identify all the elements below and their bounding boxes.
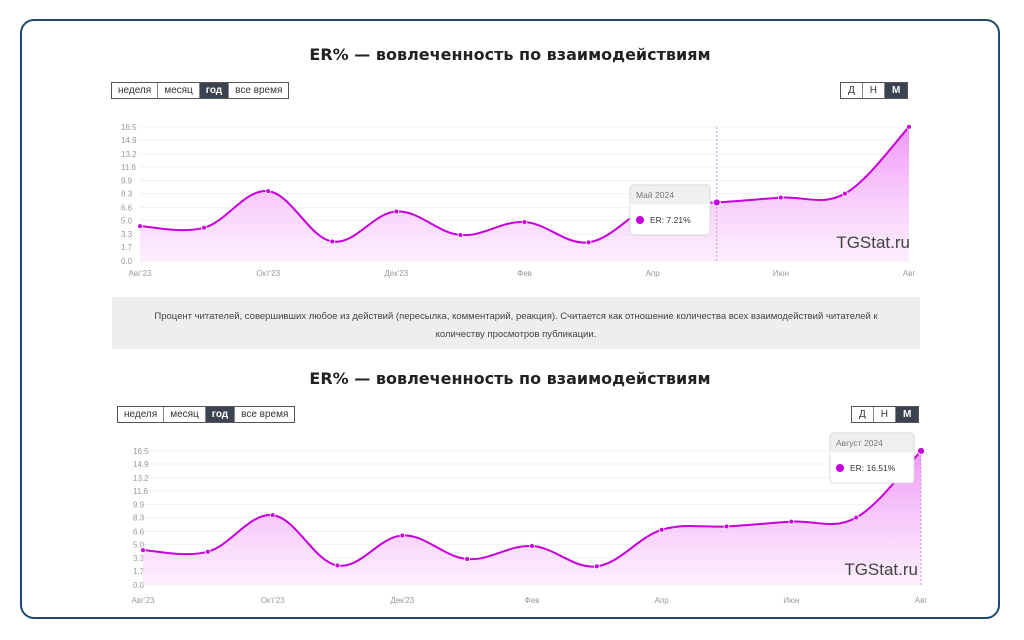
scale-toggle: Д Н М: [840, 82, 909, 99]
period-month-button[interactable]: месяц: [158, 83, 200, 98]
y-tick-label: 8.3: [133, 514, 145, 523]
series-area: [143, 450, 921, 585]
data-point: [916, 446, 926, 456]
y-tick-label: 13.2: [121, 150, 137, 159]
tooltip-header: [630, 185, 710, 205]
y-tick-label: 11.6: [121, 163, 137, 172]
data-point: [329, 238, 336, 245]
x-tick-label: Окт'23: [261, 596, 285, 605]
x-tick-label: Июн: [773, 269, 789, 278]
data-point: [265, 188, 271, 194]
er-chart-bottom[interactable]: 0.0 1.7 3.3 5.0 6.6 8.3 9.9 11.6 13.2 14.9 16.5 Авг…: [22, 21, 998, 617]
y-tick-label: 0.0: [133, 581, 145, 590]
tooltip-header: [830, 433, 914, 453]
period-week-button[interactable]: неделя: [112, 83, 159, 98]
tooltip: Май 2024 ER: 7.21%: [629, 184, 711, 236]
tooltip-series-dot: [636, 216, 644, 224]
tooltip-value: ER: 7.21%: [650, 215, 691, 225]
y-tick-label: 16.5: [133, 447, 149, 456]
data-point: [334, 562, 341, 569]
period-year-button[interactable]: год: [199, 83, 230, 98]
data-point: [594, 563, 600, 570]
y-tick-label: 11.6: [133, 487, 149, 496]
data-point: [853, 514, 859, 521]
scale-month-button[interactable]: М: [896, 407, 919, 422]
period-alltime-button[interactable]: все время: [229, 83, 289, 98]
page-title-bottom: ER% — вовлеченность по взаимодействиям: [309, 369, 711, 388]
y-tick-label: 1.7: [133, 567, 145, 576]
y-tick-label: 5.0: [133, 540, 145, 549]
data-point: [137, 223, 143, 229]
data-point: [778, 194, 784, 201]
x-tick-label: Фев: [525, 596, 540, 605]
period-week-button[interactable]: неделя: [118, 407, 165, 422]
data-point: [906, 124, 912, 130]
y-tick-label: 1.7: [121, 243, 133, 252]
y-tick-label: 3.3: [121, 230, 133, 239]
data-point: [788, 518, 795, 525]
watermark-text: TGStat.ru: [836, 233, 910, 252]
x-tick-label: Апр: [655, 596, 670, 605]
tooltip-title: Май 2024: [636, 190, 674, 200]
x-tick-label: Фев: [517, 269, 532, 278]
y-tick-label: 14.9: [121, 136, 137, 145]
data-point: [723, 523, 730, 530]
x-tick-label: Авг'23: [129, 269, 152, 278]
scale-week-button[interactable]: Н: [862, 83, 886, 98]
x-tick-label: Апр: [646, 269, 661, 278]
tooltip-title: Август 2024: [836, 438, 883, 448]
y-tick-label: 9.9: [133, 501, 145, 510]
data-point: [399, 532, 406, 539]
scale-week-button[interactable]: Н: [873, 407, 897, 422]
x-tick-label: Дек'23: [390, 596, 414, 605]
data-point: [529, 543, 535, 549]
er-chart-top[interactable]: 0.0 1.7 3.3 5.0 6.6 8.3 9.9 11.6 13.2 14.9 16.5 Авг…: [22, 21, 998, 291]
y-tick-label: 13.2: [133, 474, 149, 483]
tooltip: Август 2024 ER: 16.51%: [829, 432, 915, 484]
chart-description: Процент читателей, совершивших любое из …: [112, 297, 920, 349]
period-toggle: неделя месяц год все время: [111, 82, 290, 99]
tooltip-value: ER: 16.51%: [850, 463, 896, 473]
data-point: [201, 224, 207, 231]
data-point: [269, 512, 276, 518]
scale-day-button[interactable]: Д: [841, 83, 863, 98]
y-tick-label: 8.3: [121, 190, 133, 199]
data-point: [140, 547, 146, 553]
data-point: [205, 548, 211, 555]
tooltip-series-dot: [836, 464, 844, 472]
data-point: [842, 190, 848, 197]
data-point: [393, 208, 400, 215]
period-month-button[interactable]: месяц: [164, 407, 206, 422]
watermark-text: TGStat.ru: [844, 560, 918, 579]
scale-month-button[interactable]: М: [885, 83, 908, 98]
scale-toggle-bottom: Д Н М: [851, 406, 920, 423]
x-tick-label: Окт'23: [256, 269, 280, 278]
y-tick-label: 3.3: [133, 554, 145, 563]
y-tick-label: 6.6: [121, 203, 133, 212]
data-point: [712, 198, 721, 207]
period-year-button[interactable]: год: [205, 407, 236, 422]
y-tick-label: 9.9: [121, 177, 133, 186]
data-point: [658, 526, 665, 533]
y-tick-label: 14.9: [133, 460, 149, 469]
period-toggle-bottom: неделя месяц год все время: [117, 406, 296, 423]
x-tick-label: Июн: [783, 596, 799, 605]
data-point: [521, 219, 528, 225]
data-point: [464, 556, 470, 562]
y-tick-label: 6.6: [133, 527, 145, 536]
page-title: ER% — вовлеченность по взаимодействиям: [309, 45, 711, 64]
data-point: [585, 239, 592, 246]
y-tick-label: 0.0: [121, 257, 133, 266]
y-tick-label: 5.0: [121, 216, 133, 225]
y-tick-label: 16.5: [121, 123, 137, 132]
x-tick-label: Дек'23: [384, 269, 408, 278]
x-tick-label: Авг'23: [132, 596, 155, 605]
period-alltime-button[interactable]: все время: [235, 407, 295, 422]
scale-day-button[interactable]: Д: [852, 407, 874, 422]
screenshot-frame: ER% — вовлеченность по взаимодействиям н…: [20, 19, 1000, 619]
x-tick-label: Авг: [903, 269, 916, 278]
x-tick-label: Авг: [915, 596, 928, 605]
data-point: [457, 232, 464, 238]
